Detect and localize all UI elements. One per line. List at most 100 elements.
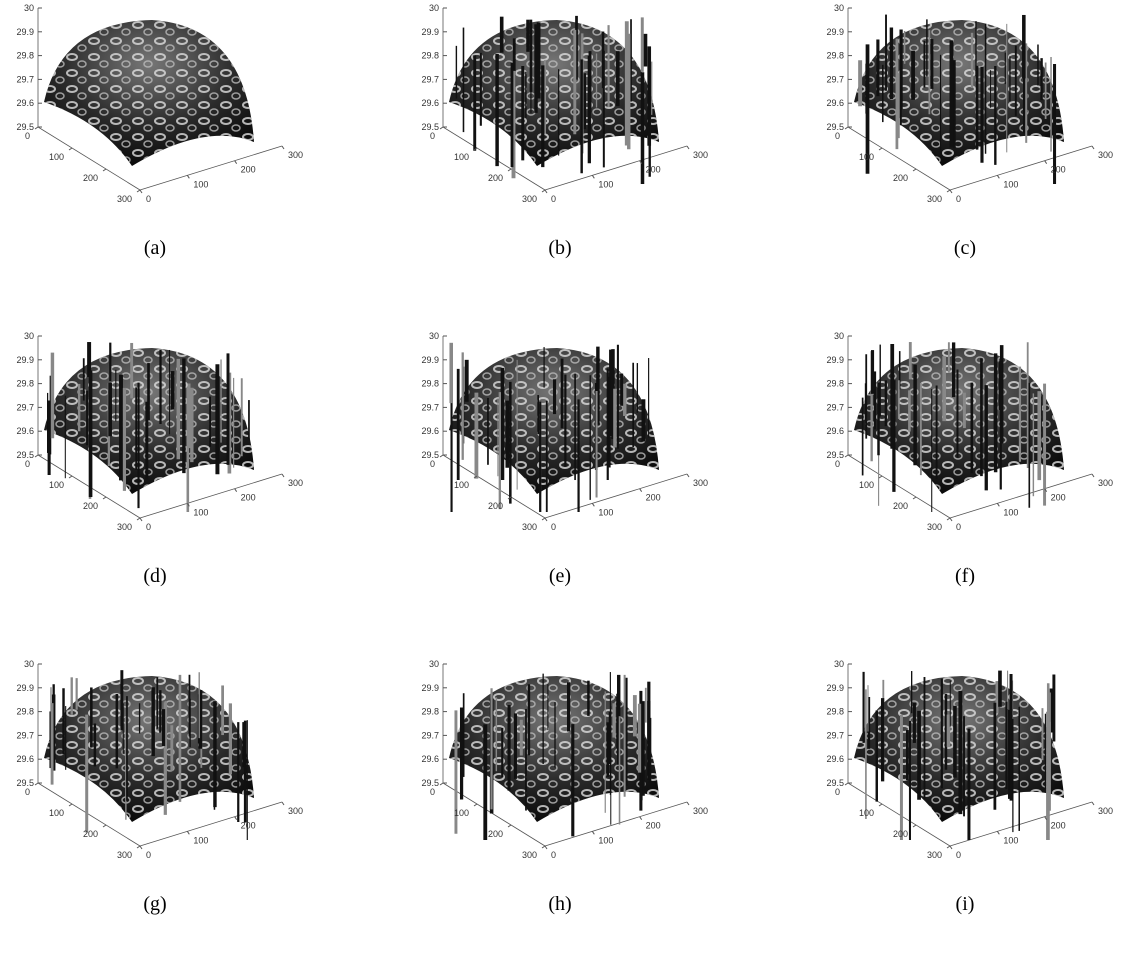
- z-tick-label: 29.6: [826, 754, 844, 764]
- y-tick: [139, 517, 143, 522]
- z-tick-label: 29.5: [16, 122, 34, 132]
- z-tick-label: 29.7: [421, 74, 439, 84]
- z-tick-label: 29.6: [16, 754, 34, 764]
- x-tick-label: 300: [927, 850, 942, 860]
- x-tick: [541, 517, 546, 521]
- z-tick-label: 30: [834, 659, 844, 669]
- x-tick: [946, 189, 951, 193]
- x-tick-label: 0: [835, 787, 840, 797]
- caption: (e): [549, 565, 571, 587]
- x-axis: [37, 126, 141, 191]
- y-tick: [591, 831, 595, 835]
- x-tick: [34, 454, 39, 458]
- x-tick: [844, 454, 849, 458]
- y-tick-label: 200: [241, 493, 256, 503]
- y-tick: [639, 160, 643, 164]
- x-tick: [68, 475, 73, 479]
- x-tick: [102, 168, 107, 172]
- y-tick: [234, 816, 238, 820]
- z-tick-label: 29.7: [826, 730, 844, 740]
- y-tick: [234, 160, 238, 164]
- y-tick: [591, 503, 595, 507]
- z-tick-label: 29.8: [826, 379, 844, 389]
- y-tick: [1091, 145, 1095, 150]
- x-axis: [847, 782, 951, 847]
- z-tick-label: 29.5: [16, 450, 34, 460]
- x-tick-label: 200: [893, 173, 908, 183]
- y-tick-label: 100: [1003, 179, 1018, 189]
- y-tick: [139, 845, 143, 850]
- x-tick-label: 100: [454, 808, 469, 818]
- caption: (d): [143, 565, 166, 587]
- surface-texture: [44, 20, 254, 166]
- y-axis: [949, 801, 1093, 847]
- z-tick-label: 30: [24, 659, 34, 669]
- z-tick-label: 29.9: [421, 27, 439, 37]
- x-tick-label: 300: [522, 522, 537, 532]
- z-tick-label: 29.7: [826, 402, 844, 412]
- y-tick-label: 0: [146, 522, 151, 532]
- z-tick-label: 29.6: [826, 98, 844, 108]
- y-tick: [639, 816, 643, 820]
- x-tick: [878, 475, 883, 479]
- y-tick-label: 100: [193, 835, 208, 845]
- x-tick-label: 100: [859, 480, 874, 490]
- x-tick-label: 200: [893, 829, 908, 839]
- x-tick-label: 200: [83, 173, 98, 183]
- y-tick-label: 100: [1003, 835, 1018, 845]
- x-axis: [847, 454, 951, 519]
- x-tick-label: 300: [117, 194, 132, 204]
- y-tick-label: 200: [646, 821, 661, 831]
- surface-texture: [449, 676, 659, 822]
- y-tick-label: 100: [1003, 507, 1018, 517]
- y-axis: [544, 145, 688, 191]
- y-tick-label: 200: [1051, 165, 1066, 175]
- x-tick: [473, 147, 478, 151]
- y-tick: [686, 145, 690, 150]
- x-tick: [946, 845, 951, 849]
- caption: (b): [548, 237, 571, 259]
- x-tick: [912, 168, 917, 172]
- z-tick-label: 29.7: [826, 74, 844, 84]
- x-tick: [439, 782, 444, 786]
- y-tick: [1091, 473, 1095, 478]
- z-tick-label: 29.6: [421, 426, 439, 436]
- caption: (h): [548, 893, 571, 915]
- y-tick-label: 0: [956, 522, 961, 532]
- x-tick: [878, 147, 883, 151]
- z-tick-label: 30: [429, 659, 439, 669]
- z-tick-label: 30: [24, 3, 34, 13]
- x-tick-label: 100: [454, 480, 469, 490]
- y-tick-label: 300: [288, 478, 303, 488]
- x-tick-label: 200: [488, 501, 503, 511]
- x-tick-label: 200: [893, 501, 908, 511]
- y-tick-label: 300: [288, 806, 303, 816]
- y-axis: [544, 801, 688, 847]
- y-tick-label: 200: [1051, 821, 1066, 831]
- y-tick: [281, 473, 285, 478]
- y-tick-label: 0: [551, 522, 556, 532]
- x-tick-label: 200: [488, 173, 503, 183]
- z-tick-label: 30: [429, 3, 439, 13]
- y-tick-label: 200: [646, 165, 661, 175]
- z-tick-label: 29.7: [421, 402, 439, 412]
- y-tick: [281, 145, 285, 150]
- y-tick: [544, 517, 548, 522]
- y-axis: [949, 473, 1093, 519]
- z-tick-label: 29.5: [421, 122, 439, 132]
- x-tick: [507, 824, 512, 828]
- x-tick-label: 100: [49, 480, 64, 490]
- z-tick-label: 29.8: [421, 51, 439, 61]
- y-tick: [996, 175, 1000, 179]
- y-tick-label: 300: [693, 150, 708, 160]
- y-tick-label: 300: [288, 150, 303, 160]
- x-tick-label: 200: [83, 829, 98, 839]
- x-tick-label: 300: [117, 850, 132, 860]
- z-tick-label: 30: [834, 331, 844, 341]
- y-tick: [1044, 488, 1048, 492]
- x-tick-label: 300: [522, 850, 537, 860]
- y-tick: [281, 801, 285, 806]
